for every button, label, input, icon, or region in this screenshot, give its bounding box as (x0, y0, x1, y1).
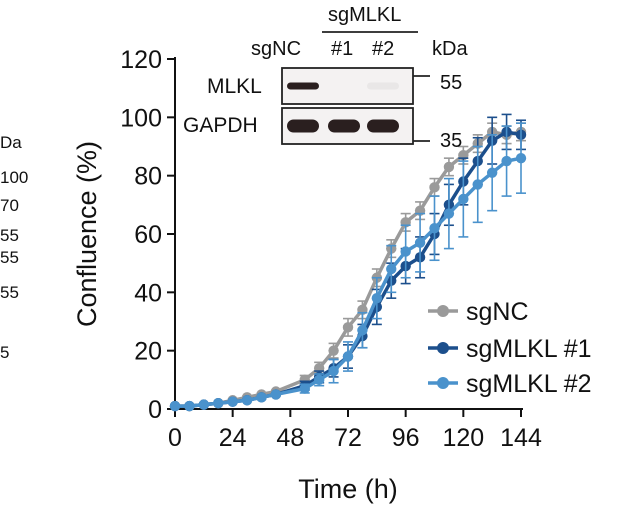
x-axis-label: Time (h) (298, 474, 398, 504)
blot-band (287, 119, 319, 133)
data-point (371, 292, 383, 304)
western-blot-inset (281, 31, 430, 145)
data-point (213, 397, 224, 409)
data-point (458, 193, 469, 205)
blot-lane-label-sgnc: sgNC (251, 38, 302, 60)
y-tick-label: 100 (120, 104, 162, 132)
series-sgmlkl-2 (169, 122, 527, 412)
data-point (328, 345, 339, 356)
blot-row-label-gapdh: GAPDH (183, 114, 258, 137)
data-point (313, 374, 325, 386)
blot-band (328, 119, 360, 133)
legend-label: sgNC (466, 298, 529, 326)
x-tick-label: 120 (442, 424, 484, 452)
data-point (501, 155, 512, 167)
y-tick-label: 120 (120, 46, 162, 74)
data-point (414, 237, 426, 248)
data-point (386, 263, 397, 275)
data-point (443, 208, 455, 219)
blot-band (287, 82, 319, 90)
left-panel-marker: 70 (0, 196, 19, 215)
data-point (198, 399, 210, 410)
data-point (299, 383, 310, 394)
data-point (515, 152, 527, 164)
data-point (342, 322, 354, 333)
y-tick-label: 60 (134, 221, 162, 249)
data-point (472, 179, 483, 190)
blot-kda-unit: kDa (432, 38, 468, 60)
left-panel-marker: 55 (0, 283, 19, 302)
y-tick-label: 80 (134, 163, 162, 191)
data-point (270, 389, 282, 400)
left-panel-header: Da (0, 133, 22, 152)
data-point (227, 396, 238, 407)
legend-swatch-marker (437, 305, 449, 317)
blot-marker-55: 55 (440, 72, 463, 94)
legend-swatch-marker (437, 377, 449, 389)
x-tick-label: 72 (334, 424, 362, 452)
x-tick-label: 48 (276, 424, 304, 452)
legend-label: sgMLKL #2 (466, 370, 592, 398)
data-point (342, 351, 354, 362)
y-tick-label: 0 (148, 396, 162, 424)
y-tick-label: 40 (134, 279, 162, 307)
legend-label: sgMLKL #1 (466, 335, 592, 363)
blot-lane-label-1: #1 (331, 38, 354, 60)
left-panel-marker: 55 (0, 226, 19, 245)
chart-legend: sgNC sgMLKL #1 sgMLKL #2 (428, 298, 592, 398)
chart-axes: 0 20 40 60 80 100 120 0 24 48 72 96 120 144 Time (h) Co… (72, 46, 542, 504)
x-tick-label: 24 (219, 424, 247, 452)
y-tick-label: 20 (134, 338, 162, 366)
chart-series-layer (169, 113, 527, 412)
left-panel-marker: 100 (0, 168, 29, 187)
data-point (357, 325, 368, 336)
data-point (256, 392, 267, 403)
left-panel-marker: 5 (0, 343, 10, 362)
left-panel-marker: 55 (0, 248, 19, 267)
data-point (429, 222, 440, 234)
blot-band (367, 82, 399, 90)
x-tick-label: 0 (168, 424, 182, 452)
data-point (429, 182, 440, 193)
data-point (169, 400, 181, 412)
data-point (443, 161, 455, 173)
legend-swatch-marker (437, 342, 449, 354)
blot-lane-label-2: #2 (372, 38, 395, 60)
data-point (486, 167, 498, 178)
data-point (400, 246, 411, 257)
y-axis-label: Confluence (%) (72, 141, 102, 327)
blot-row-label-mlkl: MLKL (207, 75, 262, 98)
data-point (184, 400, 195, 412)
data-point (328, 365, 339, 377)
blot-marker-35: 35 (440, 130, 463, 152)
blot-band (367, 119, 399, 133)
x-tick-label: 96 (392, 424, 420, 452)
blot-group-label: sgMLKL (328, 4, 402, 26)
x-tick-label: 144 (500, 424, 542, 452)
data-point (241, 395, 253, 406)
